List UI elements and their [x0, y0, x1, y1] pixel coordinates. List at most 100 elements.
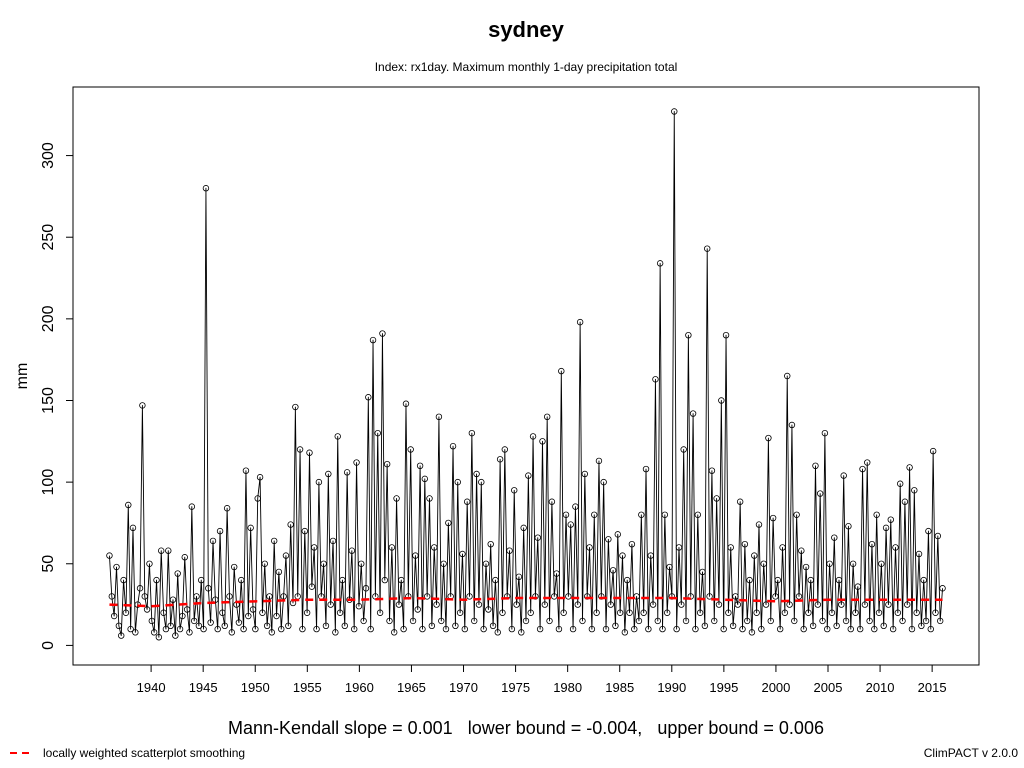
data-point — [463, 498, 471, 505]
data-point — [355, 603, 363, 610]
data-point — [579, 617, 586, 625]
data-point — [506, 547, 513, 554]
data-point — [329, 537, 337, 545]
data-point — [685, 331, 692, 339]
data-point — [861, 601, 869, 608]
x-tick-label: 1960 — [345, 680, 374, 695]
data-point — [252, 625, 259, 633]
data-point — [767, 617, 774, 625]
data-point — [934, 532, 942, 540]
data-point — [351, 625, 358, 633]
data-point — [784, 372, 791, 380]
data-point — [461, 625, 469, 633]
data-point — [569, 625, 577, 633]
data-point — [939, 585, 946, 592]
data-point — [548, 498, 556, 505]
data-point — [718, 397, 725, 404]
data-point — [701, 622, 709, 630]
x-tick-label: 1980 — [553, 680, 582, 695]
points-layer — [106, 108, 946, 641]
data-point — [452, 622, 459, 630]
data-point — [866, 617, 873, 625]
data-point — [753, 609, 760, 616]
data-point — [788, 421, 796, 429]
data-point — [129, 524, 137, 532]
data-point — [471, 617, 478, 625]
data-point — [296, 446, 304, 453]
data-point — [322, 622, 330, 630]
x-tick-label: 1985 — [605, 680, 634, 695]
data-point — [525, 472, 532, 479]
data-point — [621, 629, 629, 636]
data-point — [270, 537, 278, 545]
data-point — [254, 495, 261, 502]
data-point — [306, 449, 313, 456]
data-point — [805, 609, 812, 616]
data-point — [711, 617, 718, 625]
data-point — [113, 563, 120, 571]
data-point — [802, 563, 810, 571]
data-point — [468, 429, 476, 437]
data-point — [918, 622, 925, 630]
data-point — [699, 568, 706, 576]
data-point — [689, 410, 697, 417]
data-point — [873, 511, 880, 518]
data-point — [539, 438, 546, 445]
data-point — [235, 619, 243, 626]
y-tick-label: 100 — [40, 469, 57, 496]
data-point — [266, 593, 273, 600]
data-point — [110, 612, 118, 620]
data-point — [612, 622, 619, 630]
data-point — [849, 560, 857, 567]
x-tick-label: 1970 — [449, 680, 478, 695]
data-point — [247, 524, 254, 532]
data-point — [920, 576, 927, 584]
smoothing-line — [109, 596, 943, 608]
data-point — [515, 573, 523, 581]
data-point — [680, 446, 687, 453]
y-tick-label: 0 — [40, 641, 57, 650]
data-point — [586, 544, 593, 551]
data-point — [238, 576, 245, 584]
data-point — [816, 490, 824, 497]
data-point — [609, 567, 617, 574]
data-point — [529, 433, 537, 440]
data-point — [729, 622, 737, 630]
y-tick-label: 200 — [40, 305, 57, 332]
data-point — [925, 527, 932, 535]
data-point — [245, 612, 252, 620]
data-point — [303, 609, 311, 616]
data-point — [207, 619, 214, 626]
data-point — [937, 617, 944, 625]
data-point — [678, 601, 685, 608]
data-point — [489, 622, 497, 630]
data-point — [146, 560, 153, 567]
data-point — [122, 609, 130, 616]
data-point — [388, 544, 396, 551]
data-point — [661, 511, 669, 518]
x-tick-label: 2010 — [866, 680, 895, 695]
data-point — [631, 625, 638, 633]
data-point — [755, 521, 763, 528]
data-point — [268, 629, 276, 636]
data-point — [482, 560, 490, 567]
data-point — [148, 617, 156, 625]
data-point — [125, 501, 132, 509]
data-point — [628, 540, 636, 548]
data-point — [435, 413, 443, 421]
x-tick-label: 2000 — [761, 680, 790, 695]
data-point — [682, 617, 690, 625]
data-point — [226, 593, 233, 600]
series-line — [109, 111, 943, 638]
data-point — [748, 629, 756, 636]
data-point — [765, 434, 772, 442]
data-point — [534, 534, 541, 541]
x-tick-label: 2015 — [918, 680, 947, 695]
data-point — [725, 609, 732, 616]
data-point — [638, 511, 645, 518]
data-point — [821, 429, 829, 437]
data-point — [419, 625, 426, 633]
data-point — [779, 544, 786, 551]
data-point — [369, 336, 377, 344]
data-point — [758, 625, 765, 633]
